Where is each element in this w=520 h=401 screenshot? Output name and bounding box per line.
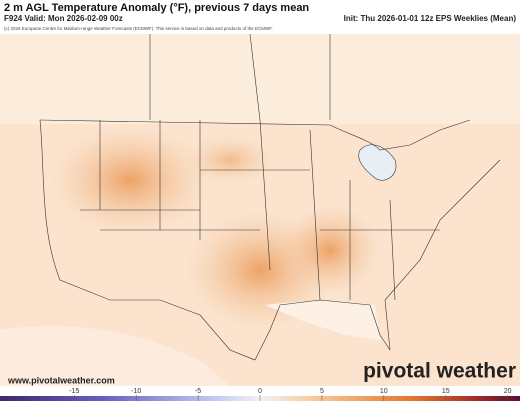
map-title: 2 m AGL Temperature Anomaly (°F), previo… bbox=[4, 2, 309, 14]
credit: (c) 2026 European Centre for Medium-rang… bbox=[4, 26, 273, 31]
colorbar-tick-label: 15 bbox=[442, 388, 450, 395]
gulf-of-mexico bbox=[265, 301, 380, 340]
brand-logo: pivotal weather bbox=[363, 360, 516, 383]
anomaly-area bbox=[50, 125, 210, 235]
colorbar-tick-label: 10 bbox=[380, 388, 388, 395]
init-time: Init: Thu 2026-01-01 12z EPS Weeklies (M… bbox=[344, 14, 517, 23]
colorbar-tick-label: 20 bbox=[504, 388, 512, 395]
colorbar-tick-label: -10 bbox=[131, 388, 141, 395]
colorbar-tick-label: -5 bbox=[195, 388, 201, 395]
valid-time: F924 Valid: Mon 2026-02-09 00z bbox=[4, 14, 123, 23]
anomaly-area bbox=[280, 205, 380, 295]
colorbar-tick-label: 0 bbox=[258, 388, 262, 395]
great-lakes bbox=[358, 144, 397, 181]
canada-region bbox=[0, 34, 520, 124]
anomaly-area bbox=[185, 135, 275, 185]
borders bbox=[39, 33, 501, 361]
colorbar-tick-label: 5 bbox=[320, 388, 324, 395]
ocean-area bbox=[0, 325, 230, 386]
site-url: www.pivotalweather.com bbox=[7, 375, 115, 385]
colorbar-tick-label: -15 bbox=[69, 388, 79, 395]
colorbar-ticks: -15 -10 -5 0 5 10 15 20 bbox=[69, 388, 512, 401]
